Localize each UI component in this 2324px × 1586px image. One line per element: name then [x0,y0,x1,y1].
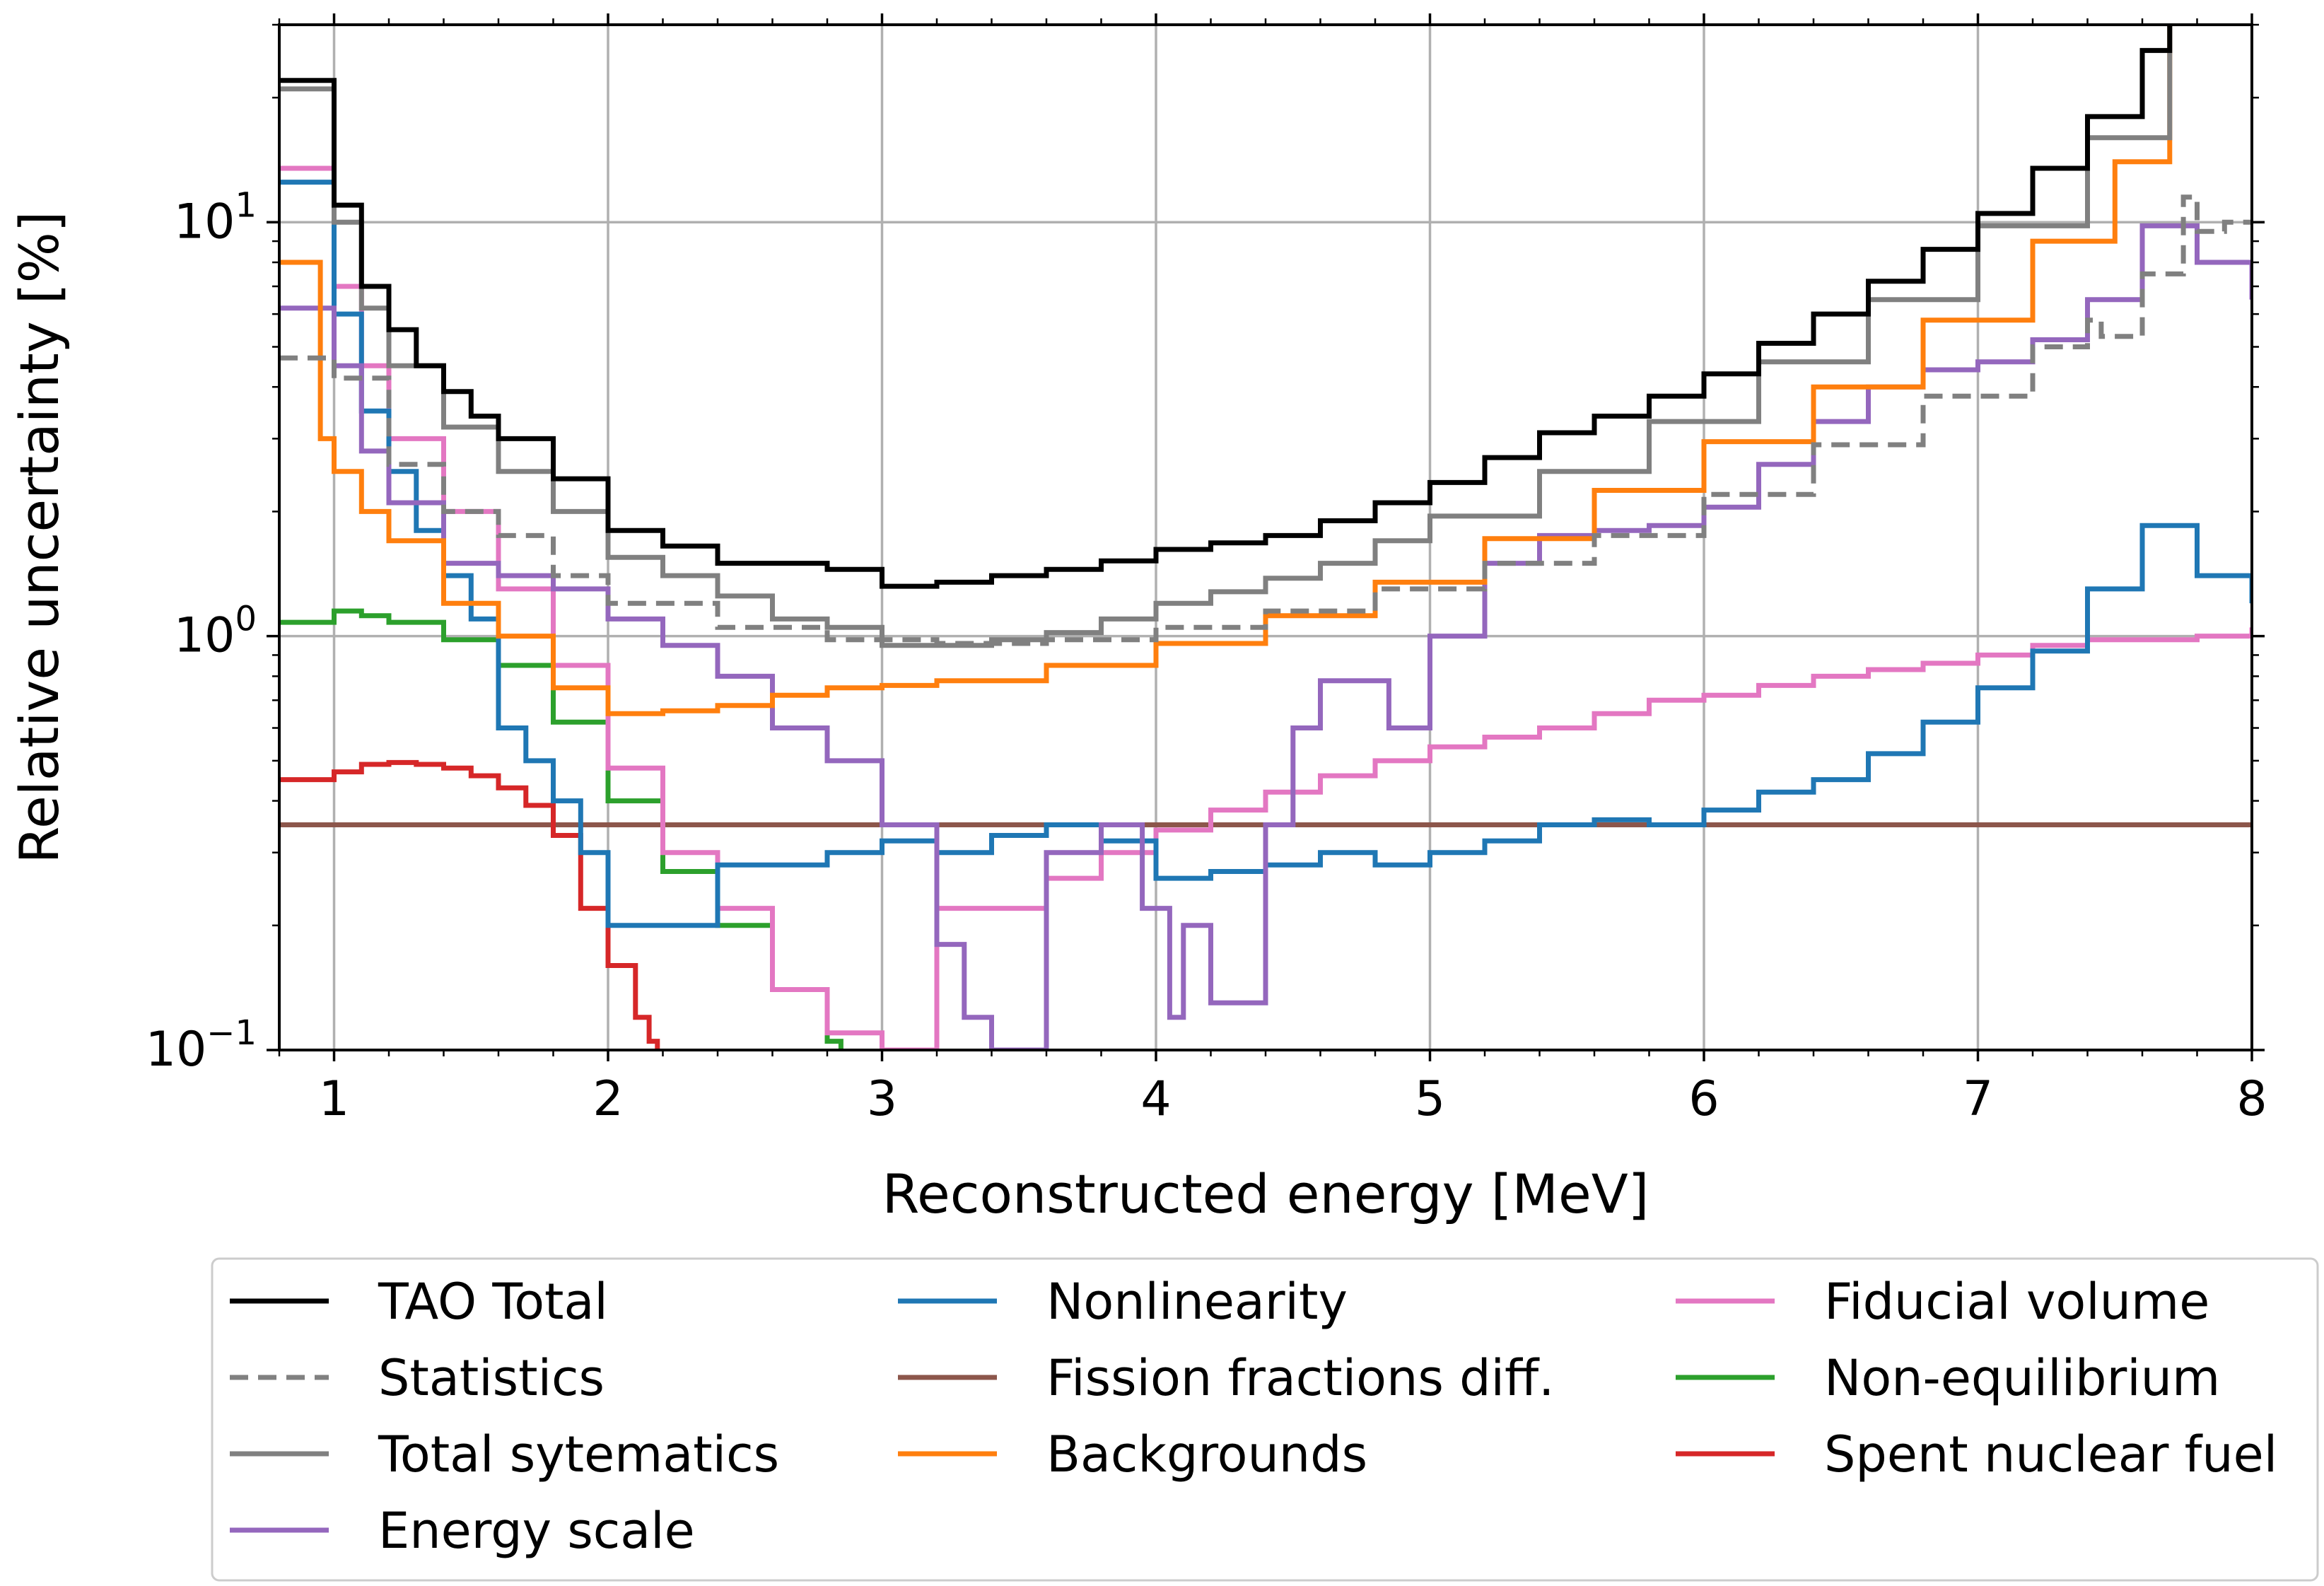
legend-label-statistics: Statistics [378,1349,605,1407]
x-tick-label: 3 [867,1071,897,1127]
legend-frame [211,1257,2319,1582]
series-line-backgrounds [279,25,2173,716]
y-tick-label: 101 [174,185,257,250]
series-line-statistics [279,194,2252,646]
y-tick-exponent: 0 [235,600,257,639]
x-tick-label: 4 [1140,1071,1171,1127]
series-line-fiducial-volume [279,165,2252,1050]
series-line-nonlinearity [279,180,2252,928]
y-tick-exponent: 1 [235,185,257,225]
y-tick-exponent: −1 [206,1013,257,1053]
axis-ticks [267,13,2265,1061]
series-line-energy-scale [279,223,2252,1050]
series-line-tao-total [279,25,2173,589]
x-tick-label: 5 [1415,1071,1445,1127]
x-tick-label: 8 [2236,1071,2267,1127]
legend-label-fission-fractions-diff: Fission fractions diff. [1046,1349,1554,1407]
legend-label-nonlinearity: Nonlinearity [1046,1273,1348,1331]
series-line-spent-nuclear-fuel [279,759,660,1050]
legend-label-backgrounds: Backgrounds [1046,1425,1367,1483]
legend-label-non-equilibrium: Non-equilibrium [1824,1349,2220,1407]
y-tick-base: 10 [174,194,235,250]
x-tick-label: 7 [1963,1071,1993,1127]
legend-label-total-sytematics: Total sytematics [378,1425,779,1483]
legend-label-fiducial-volume: Fiducial volume [1824,1273,2209,1331]
x-tick-label: 6 [1688,1071,1719,1127]
legend-label-tao-total: TAO Total [378,1273,608,1331]
x-tick-label: 2 [592,1071,623,1127]
x-axis-title: Reconstructed energy [MeV] [882,1162,1649,1225]
y-tick-base: 10 [174,608,235,664]
series-line-total-sytematics [279,25,2173,648]
y-axis-title: Relative uncertainty [%] [8,211,71,864]
legend-label-energy-scale: Energy scale [378,1502,695,1560]
y-tick-base: 10 [146,1022,207,1078]
legend: TAO Total Statistics Total sytematics Energ… [211,1257,2319,1582]
legend-label-spent-nuclear-fuel: Spent nuclear fuel [1824,1425,2277,1483]
x-tick-label: 1 [319,1071,349,1127]
y-tick-label: 10−1 [146,1013,257,1078]
series-lines [279,25,2252,1050]
y-tick-label: 100 [174,600,257,664]
